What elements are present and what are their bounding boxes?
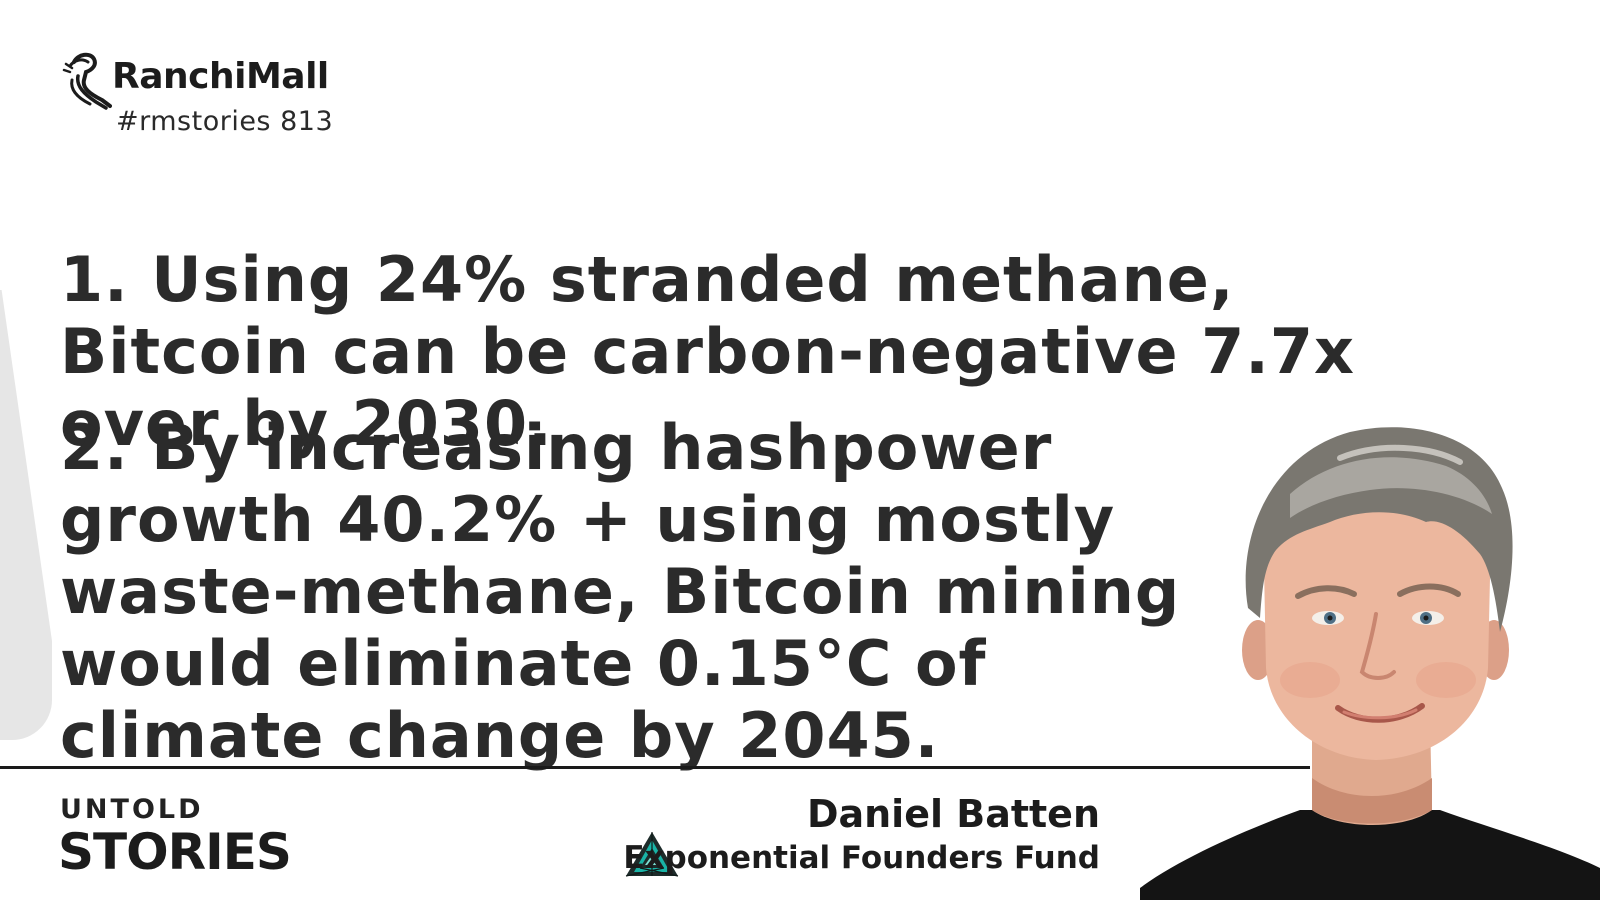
story-tag: #rmstories 813	[116, 106, 334, 137]
seahorse-logo-icon	[62, 52, 112, 110]
series-logo-bottom: STORIES	[58, 823, 292, 881]
quote-point-2: 2. By increasing hashpower growth 40.2% …	[60, 411, 1181, 772]
footer-divider	[0, 766, 1310, 769]
series-logo-top: UNTOLD	[60, 794, 204, 825]
quote-point-1: 1. Using 24% stranded methane, Bitcoin c…	[60, 243, 1355, 460]
speaker-organization: Exponential Founders Fund	[623, 840, 1100, 876]
brand-name: RanchiMall	[112, 56, 329, 97]
speaker-name: Daniel Batten	[806, 792, 1100, 836]
triangle-spiral-logo-icon	[625, 832, 679, 877]
decorative-side-shape	[0, 290, 52, 740]
speaker-portrait	[1140, 427, 1600, 900]
